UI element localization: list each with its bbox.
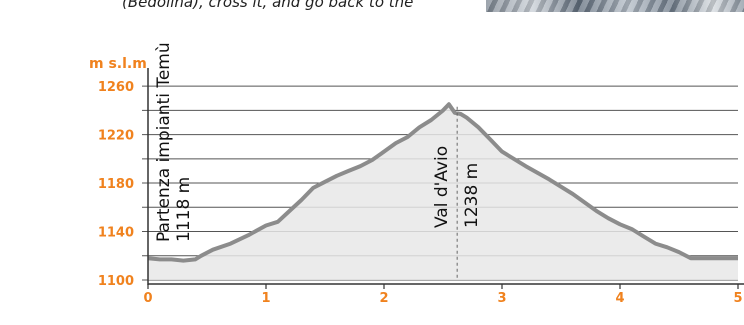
landscape-photo [486,0,744,12]
y-tick-label: 1260 [98,80,134,95]
y-tick-label: 1100 [98,274,134,289]
elevation-area [148,104,738,280]
x-tick-label: 0 [143,291,152,306]
elevation-line [147,102,738,263]
x-tick-label: 1 [261,291,270,306]
start-point-name: Partenza impianti Temù [154,42,174,242]
tick-labels: 1100 1140 1180 1220 1260 0 1 2 3 4 5 [98,80,743,306]
x-tick-label: 4 [615,291,624,306]
x-tick-label: 3 [497,291,506,306]
y-tick-label: 1140 [98,226,134,241]
y-tick-label: 1220 [98,129,134,144]
x-tick-label: 2 [379,291,388,306]
annotations: Partenza impianti Temù 1118 m Val d'Avio 12… [154,42,482,280]
chart-axes [147,68,744,285]
y-axis-label: m s.l.m [89,56,147,72]
intro-text: (Bedolina), cross it, and go back to the [122,0,414,11]
y-tick-label: 1180 [98,177,134,192]
summit-name: Val d'Avio [432,146,452,228]
start-point-elevation: 1118 m [174,177,194,242]
x-tick-label: 5 [733,291,742,306]
summit-elevation: 1238 m [462,163,482,228]
